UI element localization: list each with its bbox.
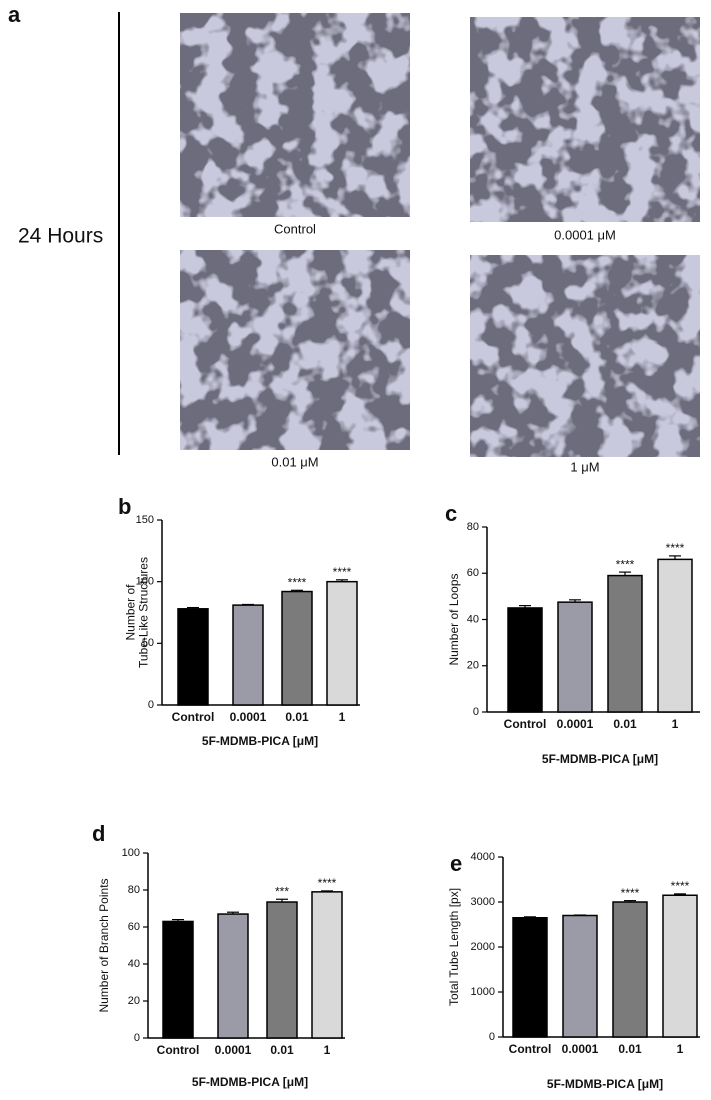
- panel-label: d: [92, 821, 105, 846]
- panel-label: e: [450, 851, 462, 876]
- y-axis-label: Number of Loops: [447, 573, 461, 665]
- bar: [612, 901, 648, 1038]
- x-tick-label: 0.0001: [215, 1043, 252, 1057]
- bar: [232, 604, 264, 706]
- x-tick-label: 0.01: [618, 1042, 642, 1056]
- micrograph: [470, 255, 700, 457]
- significance: ****: [333, 565, 352, 579]
- y-axis-label: Tube-Like Structures: [137, 557, 151, 668]
- significance: ***: [275, 884, 289, 898]
- y-axis-label: Number of: [124, 584, 138, 641]
- bar: [657, 558, 693, 713]
- x-tick-label: 1: [324, 1043, 331, 1057]
- y-tick-label: 80: [128, 884, 140, 896]
- x-axis-label: 5F-MDMB-PICA [μM]: [202, 734, 318, 748]
- image-label: 0.0001 μM: [554, 227, 616, 242]
- bar: [311, 891, 343, 1039]
- y-tick-label: 0: [473, 706, 479, 718]
- y-tick-label: 0: [148, 699, 154, 711]
- bar: [266, 901, 298, 1039]
- significance: ****: [666, 541, 685, 555]
- y-tick-label: 3000: [471, 896, 495, 908]
- y-tick-label: 40: [467, 613, 479, 625]
- y-tick-label: 100: [136, 576, 154, 588]
- bar: [217, 913, 249, 1039]
- significance: ****: [616, 557, 635, 571]
- y-tick-label: 150: [136, 514, 154, 526]
- x-tick-label: Control: [172, 710, 215, 724]
- y-tick-label: 1000: [471, 986, 495, 998]
- y-axis-label: Total Tube Length [px]: [447, 888, 461, 1006]
- row-label: 24 Hours: [18, 225, 103, 248]
- image-label: 0.01 μM: [271, 454, 318, 469]
- y-tick-label: 50: [142, 637, 154, 649]
- x-tick-label: Control: [509, 1042, 552, 1056]
- bar: [562, 914, 598, 1038]
- y-tick-label: 20: [128, 995, 140, 1007]
- significance: ****: [621, 886, 640, 900]
- x-tick-label: 0.0001: [562, 1042, 599, 1056]
- panel-label: c: [445, 501, 457, 526]
- x-tick-label: 1: [677, 1042, 684, 1056]
- x-tick-label: 1: [672, 717, 679, 731]
- y-tick-label: 20: [467, 660, 479, 672]
- bar: [162, 920, 194, 1039]
- x-axis-label: 5F-MDMB-PICA [μM]: [192, 1075, 308, 1089]
- x-tick-label: 0.0001: [230, 710, 267, 724]
- y-tick-label: 4000: [471, 851, 495, 863]
- panel-label: a: [8, 2, 21, 27]
- y-tick-label: 100: [122, 847, 140, 859]
- panel-label: b: [118, 494, 131, 519]
- micrograph: [470, 17, 700, 222]
- image-label: 1 μM: [570, 459, 599, 474]
- micrograph: [180, 250, 410, 450]
- significance: ****: [671, 879, 690, 893]
- bar: [512, 917, 548, 1038]
- x-axis-label: 5F-MDMB-PICA [μM]: [542, 752, 658, 766]
- micrographs: [180, 13, 700, 457]
- y-tick-label: 80: [467, 521, 479, 533]
- bar: [607, 574, 643, 713]
- significance: ****: [318, 876, 337, 890]
- bar: [326, 580, 358, 706]
- x-tick-label: 0.0001: [557, 717, 594, 731]
- x-axis-label: 5F-MDMB-PICA [μM]: [547, 1077, 663, 1091]
- bar: [507, 607, 543, 713]
- y-tick-label: 2000: [471, 941, 495, 953]
- y-tick-label: 60: [128, 921, 140, 933]
- x-tick-label: Control: [504, 717, 547, 731]
- bar: [177, 608, 209, 706]
- y-axis-label: Number of Branch Points: [97, 878, 111, 1012]
- x-tick-label: 1: [339, 710, 346, 724]
- bar: [662, 894, 698, 1038]
- bar: [281, 590, 313, 706]
- image-label: Control: [274, 221, 316, 236]
- x-tick-label: 0.01: [270, 1043, 294, 1057]
- significance: ****: [288, 575, 307, 589]
- x-tick-label: Control: [157, 1043, 200, 1057]
- x-tick-label: 0.01: [613, 717, 637, 731]
- y-tick-label: 60: [467, 567, 479, 579]
- y-tick-label: 40: [128, 958, 140, 970]
- y-tick-label: 0: [489, 1031, 495, 1043]
- y-tick-label: 0: [134, 1032, 140, 1044]
- micrograph: [180, 13, 410, 217]
- x-tick-label: 0.01: [285, 710, 309, 724]
- bar: [557, 601, 593, 713]
